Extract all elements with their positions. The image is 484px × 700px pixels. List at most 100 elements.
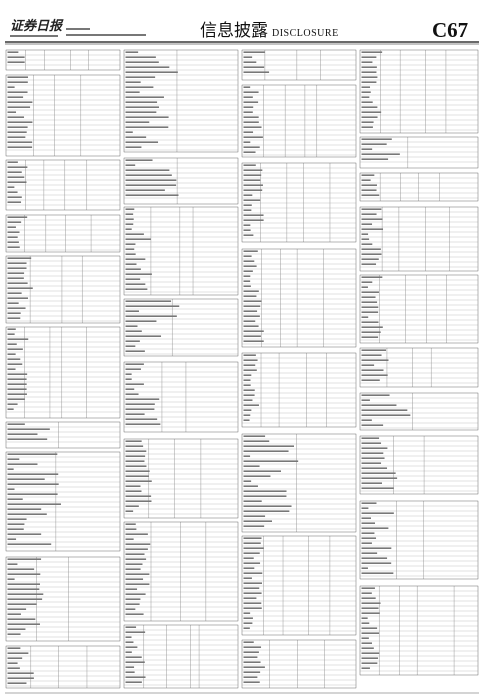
text-line xyxy=(361,316,369,318)
text-line xyxy=(361,399,370,401)
text-line xyxy=(7,578,15,580)
text-line xyxy=(125,656,142,658)
text-line xyxy=(361,482,382,484)
text-line xyxy=(125,651,132,653)
table-block xyxy=(359,274,479,344)
text-line xyxy=(7,368,16,370)
table-block xyxy=(241,352,357,428)
text-line xyxy=(7,262,27,264)
table-block xyxy=(123,624,239,689)
masthead: 证券日报 xyxy=(10,18,64,34)
text-line xyxy=(7,423,25,425)
text-line xyxy=(125,408,155,410)
text-line xyxy=(7,403,18,405)
text-line xyxy=(243,627,250,629)
text-line xyxy=(125,681,142,683)
text-line xyxy=(361,602,381,604)
text-line xyxy=(243,325,259,327)
text-line xyxy=(243,641,254,643)
text-line xyxy=(7,483,59,485)
text-line xyxy=(361,126,373,128)
text-line xyxy=(243,184,263,186)
text-line xyxy=(7,623,40,625)
text-line xyxy=(243,209,252,211)
text-line xyxy=(7,56,25,58)
text-line xyxy=(7,378,27,380)
table-block xyxy=(5,214,121,253)
text-line xyxy=(361,592,372,594)
text-line xyxy=(7,166,28,168)
text-line xyxy=(243,315,260,317)
table-block xyxy=(123,206,239,296)
text-line xyxy=(7,241,19,243)
text-line xyxy=(361,457,385,459)
text-line xyxy=(125,578,144,580)
text-line xyxy=(125,164,136,166)
text-line xyxy=(243,116,259,118)
text-line xyxy=(125,146,142,148)
text-line xyxy=(243,505,292,507)
text-line xyxy=(7,191,18,193)
text-line xyxy=(243,671,261,673)
table-block xyxy=(241,639,357,689)
text-line xyxy=(7,343,17,345)
table-block xyxy=(123,521,239,622)
text-line xyxy=(243,537,262,539)
text-line xyxy=(125,66,170,68)
table-block xyxy=(359,585,479,676)
text-line xyxy=(125,505,139,507)
text-line xyxy=(7,272,25,274)
text-line xyxy=(125,378,132,380)
text-line xyxy=(243,234,254,236)
text-line xyxy=(243,86,251,88)
text-line xyxy=(125,676,146,678)
text-line xyxy=(7,312,21,314)
text-line xyxy=(125,335,162,337)
text-line xyxy=(7,558,42,560)
text-line xyxy=(125,450,147,452)
text-line xyxy=(243,567,255,569)
text-line xyxy=(361,143,387,145)
text-line xyxy=(361,522,376,524)
text-line xyxy=(125,228,132,230)
text-line xyxy=(243,490,287,492)
text-line xyxy=(125,460,145,462)
text-line xyxy=(125,661,145,663)
text-line xyxy=(361,138,392,140)
text-line xyxy=(243,572,263,574)
text-line xyxy=(243,219,264,221)
text-line xyxy=(243,577,252,579)
text-line xyxy=(125,383,144,385)
table-block xyxy=(359,206,479,272)
text-line xyxy=(7,101,33,103)
text-line xyxy=(361,96,370,98)
text-line xyxy=(361,452,384,454)
text-line xyxy=(7,216,28,218)
text-line xyxy=(7,141,33,143)
text-line xyxy=(7,588,40,590)
text-line xyxy=(361,637,369,639)
text-line xyxy=(7,131,27,133)
text-line xyxy=(7,488,15,490)
text-line xyxy=(125,126,169,128)
text-line xyxy=(243,500,262,502)
table-block xyxy=(5,421,121,449)
text-line xyxy=(361,258,379,260)
text-line xyxy=(243,520,273,522)
text-line xyxy=(125,208,135,210)
text-line xyxy=(125,111,157,113)
text-line xyxy=(125,101,158,103)
text-line xyxy=(7,478,45,480)
text-line xyxy=(7,463,38,465)
text-line xyxy=(361,424,384,426)
text-line xyxy=(125,418,158,420)
text-line xyxy=(125,91,140,93)
text-line xyxy=(7,292,22,294)
text-line xyxy=(243,455,251,457)
text-line xyxy=(7,111,17,113)
text-line xyxy=(7,161,18,163)
text-line xyxy=(125,174,172,176)
text-line xyxy=(125,568,141,570)
text-line xyxy=(125,310,139,312)
